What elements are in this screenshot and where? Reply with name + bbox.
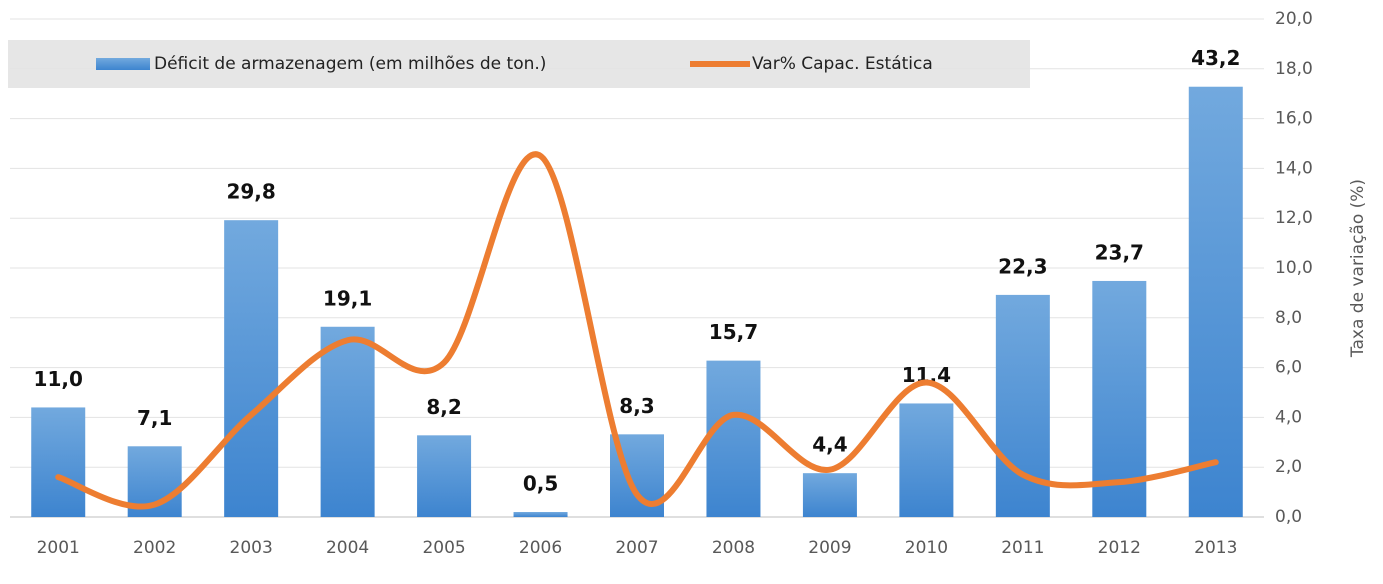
y2-tick-label: 20,0 bbox=[1275, 9, 1313, 29]
data-label: 29,8 bbox=[226, 180, 275, 204]
bar bbox=[899, 403, 954, 517]
bar bbox=[31, 407, 86, 517]
data-label: 15,7 bbox=[709, 320, 758, 344]
y2-tick-label: 10,0 bbox=[1275, 258, 1313, 278]
bar bbox=[802, 473, 857, 517]
bar bbox=[1188, 86, 1243, 517]
legend-box bbox=[8, 40, 1030, 88]
x-tick-label: 2006 bbox=[519, 538, 562, 558]
x-tick-label: 2003 bbox=[230, 538, 273, 558]
y2-tick-label: 0,0 bbox=[1275, 507, 1302, 527]
bar bbox=[417, 435, 472, 517]
x-tick-label: 2001 bbox=[37, 538, 80, 558]
legend-swatch bbox=[96, 58, 150, 70]
y2-tick-label: 12,0 bbox=[1275, 208, 1313, 228]
data-label: 4,4 bbox=[812, 433, 847, 457]
data-label: 11,0 bbox=[34, 367, 83, 391]
data-label: 19,1 bbox=[323, 286, 372, 310]
y2-tick-label: 18,0 bbox=[1275, 59, 1313, 79]
bar bbox=[320, 326, 375, 517]
legend-label: Déficit de armazenagem (em milhões de to… bbox=[154, 54, 546, 74]
bar bbox=[224, 220, 279, 517]
y2-tick-label: 16,0 bbox=[1275, 109, 1313, 129]
y2-tick-label: 2,0 bbox=[1275, 457, 1302, 477]
data-label: 8,3 bbox=[619, 394, 654, 418]
x-tick-label: 2013 bbox=[1194, 538, 1237, 558]
x-tick-label: 2010 bbox=[905, 538, 948, 558]
bar bbox=[513, 512, 568, 517]
x-tick-label: 2004 bbox=[326, 538, 369, 558]
x-tick-label: 2009 bbox=[808, 538, 851, 558]
data-label: 7,1 bbox=[137, 406, 172, 430]
x-tick-label: 2011 bbox=[1001, 538, 1044, 558]
y2-tick-label: 4,0 bbox=[1275, 407, 1302, 427]
x-tick-label: 2005 bbox=[422, 538, 465, 558]
data-label: 8,2 bbox=[426, 395, 461, 419]
y2-axis-title: Taxa de variação (%) bbox=[1348, 179, 1368, 358]
x-tick-label: 2007 bbox=[615, 538, 658, 558]
x-tick-label: 2012 bbox=[1098, 538, 1141, 558]
y2-tick-label: 6,0 bbox=[1275, 358, 1302, 378]
y2-tick-label: 14,0 bbox=[1275, 158, 1313, 178]
data-label: 0,5 bbox=[523, 472, 558, 496]
x-tick-label: 2008 bbox=[712, 538, 755, 558]
x-tick-label: 2002 bbox=[133, 538, 176, 558]
y2-tick-label: 8,0 bbox=[1275, 308, 1302, 328]
data-label: 23,7 bbox=[1095, 240, 1144, 264]
line bbox=[55, 151, 1219, 510]
legend-label: Var% Capac. Estática bbox=[752, 54, 933, 74]
data-label: 43,2 bbox=[1191, 46, 1240, 70]
data-label: 22,3 bbox=[998, 254, 1047, 278]
bar bbox=[706, 360, 761, 517]
